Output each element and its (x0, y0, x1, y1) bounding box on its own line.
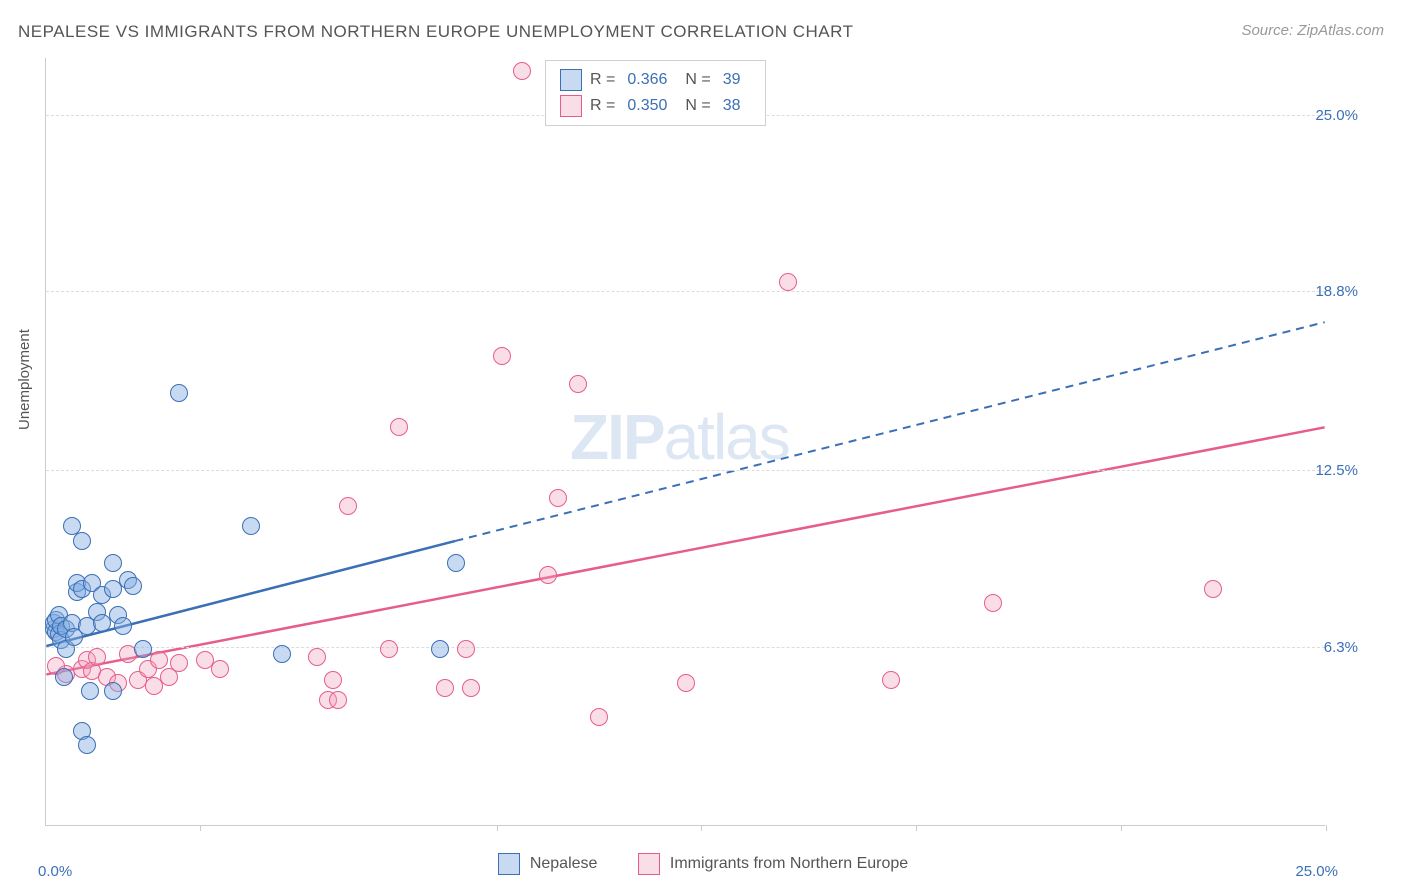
scatter-point (242, 517, 260, 535)
legend-row-blue: R = 0.366 N = 39 (560, 67, 751, 93)
y-tick-label: 6.3% (1324, 639, 1358, 656)
scatter-point (104, 554, 122, 572)
scatter-point (390, 418, 408, 436)
scatter-point (273, 645, 291, 663)
scatter-point (569, 375, 587, 393)
r-label: R = (590, 97, 615, 115)
legend-swatch-blue (560, 69, 582, 91)
scatter-point (114, 617, 132, 635)
scatter-point (539, 566, 557, 584)
scatter-point (73, 532, 91, 550)
n-label: N = (685, 97, 710, 115)
r-value-blue: 0.366 (627, 71, 667, 89)
legend-item-pink: Immigrants from Northern Europe (638, 853, 908, 875)
r-value-pink: 0.350 (627, 97, 667, 115)
gridline (46, 470, 1325, 471)
scatter-point (78, 736, 96, 754)
scatter-point (457, 640, 475, 658)
legend-swatch-blue (498, 853, 520, 875)
scatter-point (104, 682, 122, 700)
legend-swatch-pink (560, 95, 582, 117)
r-label: R = (590, 71, 615, 89)
x-max-label: 25.0% (1295, 863, 1338, 880)
y-tick-label: 12.5% (1315, 462, 1358, 479)
source-credit: Source: ZipAtlas.com (1241, 22, 1384, 39)
n-value-blue: 39 (723, 71, 741, 89)
scatter-point (590, 708, 608, 726)
chart-title: NEPALESE VS IMMIGRANTS FROM NORTHERN EUR… (18, 22, 853, 42)
scatter-point (549, 489, 567, 507)
scatter-point (211, 660, 229, 678)
scatter-point (447, 554, 465, 572)
scatter-point (308, 648, 326, 666)
scatter-point (170, 384, 188, 402)
x-tick (1121, 825, 1122, 831)
scatter-point (493, 347, 511, 365)
chart-svg (46, 58, 1325, 825)
scatter-point (81, 682, 99, 700)
scatter-point (984, 594, 1002, 612)
scatter-point (329, 691, 347, 709)
correlation-legend: R = 0.366 N = 39 R = 0.350 N = 38 (545, 60, 766, 126)
scatter-point (779, 273, 797, 291)
gridline (46, 291, 1325, 292)
x-tick (200, 825, 201, 831)
x-tick (701, 825, 702, 831)
n-label: N = (685, 71, 710, 89)
legend-row-pink: R = 0.350 N = 38 (560, 93, 751, 119)
scatter-point (134, 640, 152, 658)
scatter-point (882, 671, 900, 689)
scatter-point (380, 640, 398, 658)
legend-label-pink: Immigrants from Northern Europe (670, 855, 908, 873)
scatter-point (436, 679, 454, 697)
scatter-point (55, 668, 73, 686)
scatter-point (513, 62, 531, 80)
y-tick-label: 18.8% (1315, 283, 1358, 300)
series-legend: Nepalese Immigrants from Northern Europe (0, 853, 1406, 880)
y-tick-label: 25.0% (1315, 107, 1358, 124)
plot-area (45, 58, 1325, 826)
x-tick (916, 825, 917, 831)
legend-label-blue: Nepalese (530, 855, 598, 873)
scatter-point (1204, 580, 1222, 598)
y-axis-label: Unemployment (16, 329, 33, 430)
scatter-point (324, 671, 342, 689)
scatter-point (88, 648, 106, 666)
legend-swatch-pink (638, 853, 660, 875)
scatter-point (150, 651, 168, 669)
scatter-point (170, 654, 188, 672)
scatter-point (124, 577, 142, 595)
x-tick (497, 825, 498, 831)
gridline (46, 647, 1325, 648)
n-value-pink: 38 (723, 97, 741, 115)
x-tick (1326, 825, 1327, 831)
x-origin-label: 0.0% (38, 863, 72, 880)
legend-item-blue: Nepalese (498, 853, 598, 875)
scatter-point (462, 679, 480, 697)
scatter-point (339, 497, 357, 515)
scatter-point (677, 674, 695, 692)
scatter-point (431, 640, 449, 658)
